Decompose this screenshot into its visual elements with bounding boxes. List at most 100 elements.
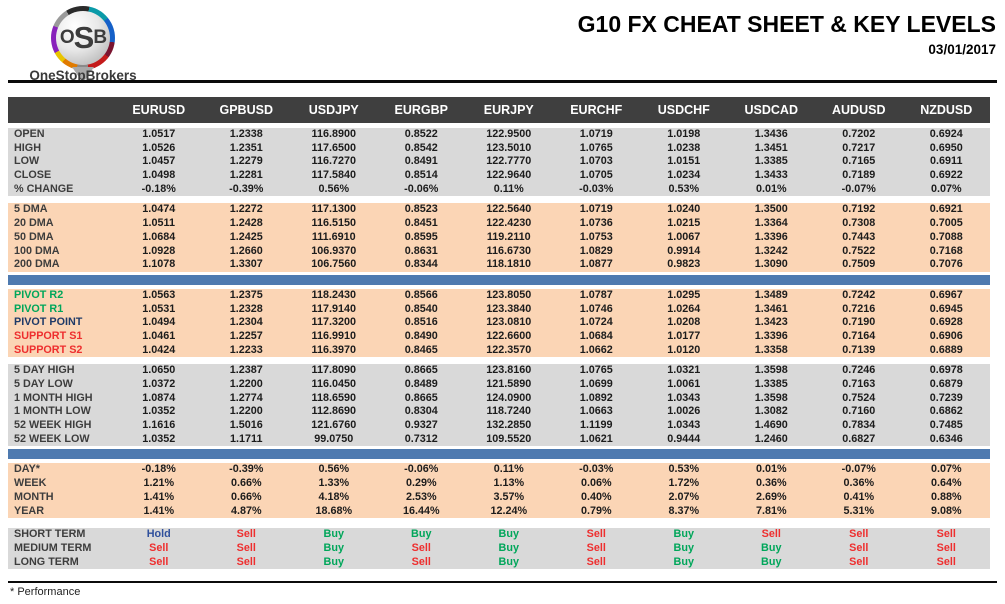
table-cell: 0.6879 (929, 378, 963, 390)
table-cell: 1.3396 (754, 329, 788, 342)
column-header-row: EURUSD GPBUSD USDJPY EURGBP EURJPY EURCHF USDC… (8, 97, 990, 123)
section-ranges: 5 DAY HIGH 1.0650 1.2387 117.8090 0.8665 123.… (8, 364, 990, 447)
table-cell: 123.8050 (486, 288, 532, 301)
table-cell: 1.2233 (229, 343, 263, 356)
table-cell: 1.0746 (579, 302, 613, 315)
table-cell: 1.0684 (142, 230, 176, 243)
row-label: LONG TERM (14, 555, 79, 568)
table-cell: 0.8595 (404, 230, 438, 243)
table-cell: 1.3358 (754, 343, 788, 356)
table-cell: 0.7005 (929, 217, 963, 230)
table-cell: 1.0892 (579, 391, 613, 404)
row-label: % CHANGE (14, 182, 74, 195)
table-cell: 0.8514 (404, 169, 438, 182)
table-cell: 0.7168 (929, 244, 963, 257)
column-header: EURUSD (132, 103, 186, 117)
table-cell: 112.8690 (311, 405, 356, 418)
table-cell: 0.8631 (404, 244, 438, 257)
table-row: 100 DMA 1.0928 1.2660 106.9370 0.8631 116.673… (8, 245, 990, 259)
table-cell: 1.2272 (229, 203, 263, 216)
table-cell: 0.8542 (404, 141, 438, 154)
table-cell: 0.7160 (842, 405, 876, 418)
table-cell: 106.9370 (311, 244, 357, 257)
table-cell: 1.2460 (754, 432, 788, 445)
table-cell: 1.0705 (579, 169, 613, 182)
table-cell: 9.08% (930, 504, 962, 517)
table-cell: 122.3570 (486, 343, 532, 356)
table-cell: 0.7246 (842, 364, 876, 377)
table-cell: 1.0352 (142, 432, 176, 445)
table-cell: 1.41% (143, 490, 175, 503)
table-cell: 0.8465 (404, 343, 438, 356)
table-cell: 12.24% (490, 504, 528, 517)
table-cell: 1.3364 (754, 217, 788, 230)
logo-pin-icon (72, 67, 94, 83)
table-cell: 0.8344 (404, 258, 438, 271)
report-date: 03/01/2017 (928, 42, 996, 57)
row-label: MONTH (14, 490, 54, 503)
table-cell: 116.9910 (311, 329, 356, 342)
row-label: SUPPORT S1 (14, 329, 83, 342)
table-cell: 117.3200 (311, 316, 356, 329)
section-pivots: PIVOT R2 1.0563 1.2375 118.2430 0.8566 123.80… (8, 288, 990, 358)
table-cell: 1.0531 (142, 302, 176, 315)
table-cell: 116.6730 (486, 244, 531, 257)
table-cell: 0.11% (493, 182, 524, 195)
table-cell: 0.7189 (842, 169, 876, 182)
row-label: LOW (14, 155, 40, 168)
table-cell: 0.8540 (404, 302, 438, 315)
table-cell: 116.3970 (311, 343, 356, 356)
table-cell: 117.8090 (311, 364, 356, 377)
table-cell: 132.2850 (486, 419, 532, 432)
table-cell: 5.31% (843, 504, 875, 517)
table-cell: 0.11% (493, 463, 524, 476)
row-label: PIVOT POINT (14, 316, 83, 329)
column-header: AUDUSD (832, 103, 886, 117)
table-cell: 0.6862 (929, 405, 963, 418)
table-cell: 123.0810 (486, 316, 532, 329)
table-cell: 1.3385 (754, 378, 788, 390)
row-label: YEAR (14, 504, 44, 517)
table-cell: 2.53% (405, 490, 437, 503)
table-row: CLOSE 1.0498 1.2281 117.5840 0.8514 122.9640 1… (8, 169, 990, 183)
table-row: LOW 1.0457 1.2279 116.7270 0.8491 122.7770 1.0… (8, 155, 990, 169)
table-cell: 18.68% (315, 504, 353, 517)
header-divider-line (8, 80, 997, 83)
table-cell: 1.0215 (667, 217, 701, 230)
table-cell: 1.72% (668, 477, 700, 490)
table-cell: 0.7216 (842, 302, 876, 315)
table-cell: 0.7190 (842, 316, 876, 329)
table-row: 1 MONTH HIGH 1.0874 1.2774 118.6590 0.8665 12… (8, 392, 990, 406)
table-cell: 4.87% (230, 504, 262, 517)
table-cell: 1.0208 (667, 316, 701, 329)
table-row: PIVOT R2 1.0563 1.2375 118.2430 0.8566 123.80… (8, 289, 990, 303)
column-header: EURCHF (570, 103, 623, 117)
table-cell: 0.07% (930, 463, 962, 476)
table-cell: -0.07% (841, 182, 876, 195)
table-cell: 0.6906 (929, 329, 963, 342)
signal-cell: Sell (411, 555, 431, 568)
logo-name: OneStopBrokers (29, 68, 137, 83)
table-cell: 0.6827 (842, 432, 876, 445)
signal-cell: Sell (236, 541, 256, 554)
table-cell: 0.01% (755, 182, 787, 195)
section-dma: 5 DMA 1.0474 1.2272 117.1300 0.8523 122.5640 1… (8, 203, 990, 272)
table-cell: 122.9640 (486, 169, 532, 182)
table-cell: 0.6346 (929, 432, 963, 445)
row-label: CLOSE (14, 169, 52, 182)
table-cell: 0.88% (930, 490, 962, 503)
table-row: WEEK 1.21% 0.66% 1.33% 0.29% 1.13% 0.06% 1.72% 0… (8, 477, 990, 491)
table-cell: 1.2328 (229, 302, 263, 315)
row-label: OPEN (14, 128, 45, 140)
signal-cell: Buy (498, 528, 519, 541)
table-cell: 0.66% (230, 490, 262, 503)
signal-cell: Buy (761, 555, 782, 568)
signal-cell: Hold (146, 528, 171, 541)
table-cell: 121.6760 (311, 419, 357, 432)
table-cell: 1.0526 (142, 141, 176, 154)
performance-footnote: * Performance (10, 586, 81, 598)
table-cell: 1.0457 (142, 155, 176, 168)
table-cell: 0.6921 (929, 203, 963, 216)
table-cell: 1.13% (493, 477, 525, 490)
